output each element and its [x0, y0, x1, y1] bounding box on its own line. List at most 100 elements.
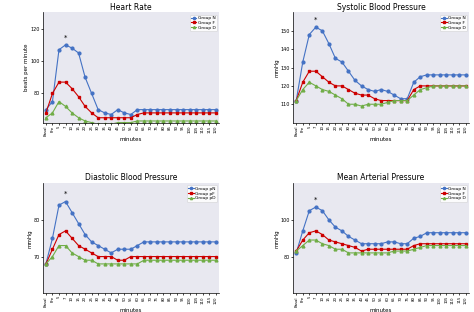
Group pD: [69, 251, 75, 255]
Group D: [180, 119, 186, 123]
Y-axis label: beats per minute: beats per minute: [24, 44, 29, 91]
Group pD: [213, 258, 219, 262]
Group F: [372, 97, 377, 100]
Group N: [76, 51, 82, 55]
Group D: [404, 99, 410, 102]
Group N: [392, 93, 397, 97]
Text: *: *: [314, 17, 318, 23]
Group N: [411, 236, 417, 240]
Group D: [76, 116, 82, 119]
Group N: [63, 43, 68, 47]
Group D: [193, 119, 199, 123]
Group pN: [50, 236, 55, 240]
Group pN: [135, 244, 140, 247]
Group D: [418, 88, 423, 91]
Group D: [385, 251, 391, 255]
Group D: [437, 84, 443, 88]
Group pF: [121, 258, 127, 262]
X-axis label: minutes: minutes: [119, 308, 142, 312]
Group D: [167, 119, 173, 123]
Group F: [437, 242, 443, 246]
Group N: [378, 242, 384, 246]
Group D: [213, 119, 219, 123]
Group F: [372, 247, 377, 251]
Group pD: [109, 262, 114, 266]
Group pF: [135, 255, 140, 258]
Text: *: *: [314, 197, 318, 202]
Group F: [444, 242, 449, 246]
Group F: [200, 111, 205, 115]
Group F: [121, 116, 127, 119]
Group F: [82, 105, 88, 108]
Group F: [424, 84, 429, 88]
Group D: [385, 100, 391, 104]
Group N: [398, 242, 403, 246]
Group pN: [180, 240, 186, 244]
Group F: [463, 242, 469, 246]
Group pF: [193, 255, 199, 258]
Group N: [213, 108, 219, 111]
Group D: [63, 105, 68, 108]
Group pF: [154, 255, 160, 258]
Group F: [430, 84, 436, 88]
Group N: [424, 73, 429, 77]
Group N: [200, 108, 205, 111]
Group D: [463, 84, 469, 88]
Line: Group N: Group N: [45, 43, 217, 116]
Group F: [398, 247, 403, 251]
Group pN: [193, 240, 199, 244]
Group N: [418, 235, 423, 238]
Group pD: [63, 244, 68, 247]
Group D: [392, 99, 397, 102]
Group F: [398, 99, 403, 102]
Group pN: [95, 244, 101, 247]
Group pN: [69, 211, 75, 214]
Group D: [346, 251, 351, 255]
Group N: [193, 108, 199, 111]
Group D: [456, 84, 462, 88]
Group D: [50, 111, 55, 115]
Text: *: *: [64, 191, 67, 197]
Group D: [69, 111, 75, 115]
Group N: [307, 33, 312, 37]
Group N: [102, 111, 108, 115]
Group D: [135, 119, 140, 123]
Group pN: [63, 200, 68, 203]
Line: Group pD: Group pD: [45, 244, 217, 265]
Group F: [293, 99, 299, 102]
Group N: [167, 108, 173, 111]
Group N: [141, 108, 146, 111]
Group F: [206, 111, 212, 115]
Group F: [300, 80, 306, 84]
Group F: [444, 84, 449, 88]
Group F: [89, 111, 94, 115]
Group D: [300, 88, 306, 91]
Group pD: [50, 255, 55, 258]
Group pN: [56, 203, 62, 207]
Group N: [430, 73, 436, 77]
Group F: [326, 238, 332, 242]
Group D: [326, 244, 332, 247]
Group F: [418, 84, 423, 88]
Group pD: [200, 258, 205, 262]
Group N: [463, 73, 469, 77]
X-axis label: minutes: minutes: [370, 308, 392, 312]
Group D: [456, 244, 462, 247]
Group D: [339, 247, 345, 251]
Group pF: [109, 255, 114, 258]
Group pD: [56, 244, 62, 247]
Group F: [213, 111, 219, 115]
Group N: [206, 108, 212, 111]
Group N: [313, 205, 319, 209]
Group F: [95, 116, 101, 119]
Group pN: [43, 262, 49, 266]
Group N: [365, 88, 371, 91]
Group pF: [82, 247, 88, 251]
Group D: [333, 247, 338, 251]
Group pF: [89, 251, 94, 255]
Y-axis label: mmHg: mmHg: [274, 229, 280, 247]
Group F: [50, 92, 55, 95]
Group pD: [128, 262, 134, 266]
Group F: [378, 247, 384, 251]
Group pN: [121, 247, 127, 251]
